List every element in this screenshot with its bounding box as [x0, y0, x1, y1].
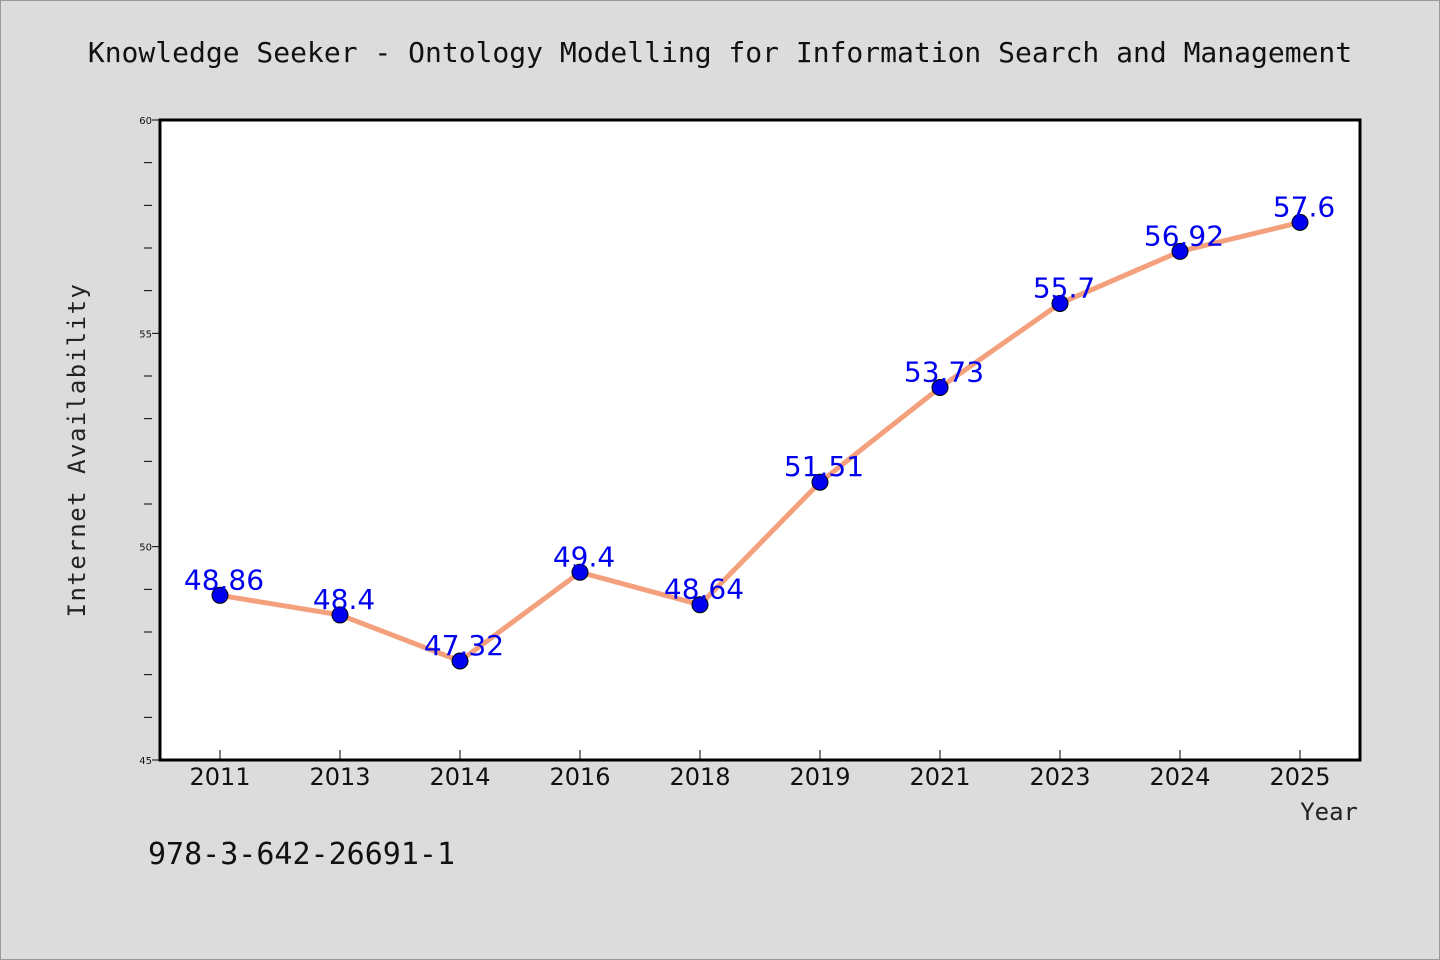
data-label: 53.73 [904, 356, 984, 389]
series-layer: 48.86 48.4 47.32 49.4 48.64 51.51 53.73 55.7 56.… [184, 190, 1335, 670]
x-tick-label: 2018 [669, 763, 730, 791]
x-tick-label: 2025 [1269, 763, 1330, 791]
y-tick-label: 45 [139, 756, 152, 767]
isbn-annotation: 978-3-642-26691-1 [148, 837, 455, 872]
y-tick-label: 50 [139, 543, 152, 554]
series-line [217, 219, 1303, 664]
data-point [451, 652, 469, 670]
data-point [931, 379, 949, 397]
data-label: 48.4 [313, 583, 375, 616]
plot-area [158, 118, 1362, 762]
data-label: 56.92 [1144, 219, 1224, 252]
data-label: 57.6 [1273, 190, 1335, 223]
x-tick-label: 2011 [189, 763, 250, 791]
data-label: 47.32 [424, 629, 504, 662]
data-label: 48.64 [664, 573, 744, 606]
data-label: 55.7 [1033, 271, 1095, 304]
x-axis-label: Year [1300, 798, 1358, 826]
data-label: 48.86 [184, 563, 264, 596]
data-point [811, 473, 829, 491]
x-tick-label: 2013 [309, 763, 370, 791]
chart-title: Knowledge Seeker - Ontology Modelling fo… [88, 36, 1352, 69]
data-point [211, 586, 229, 604]
data-point [331, 606, 349, 624]
data-point [1291, 213, 1309, 231]
data-point [1171, 242, 1189, 260]
data-label: 49.4 [553, 540, 615, 573]
x-tick-label: 2019 [789, 763, 850, 791]
x-tick-label: 2024 [1149, 763, 1210, 791]
x-tick-label: 2014 [429, 763, 490, 791]
y-tick-label: 55 [139, 329, 152, 340]
data-point [691, 596, 709, 614]
x-tick-label: 2016 [549, 763, 610, 791]
y-tick-label: 60 [139, 116, 152, 127]
x-axis: 2011 2013 2014 2016 2018 2019 2021 2023 2024 2025 [189, 750, 1331, 791]
y-axis: 45 50 55 60 [139, 116, 160, 767]
y-axis-label: Internet Availability [63, 283, 91, 618]
x-tick-label: 2021 [909, 763, 970, 791]
data-label: 51.51 [784, 450, 864, 483]
x-tick-label: 2023 [1029, 763, 1090, 791]
data-point [1051, 294, 1069, 312]
data-point [571, 563, 589, 581]
